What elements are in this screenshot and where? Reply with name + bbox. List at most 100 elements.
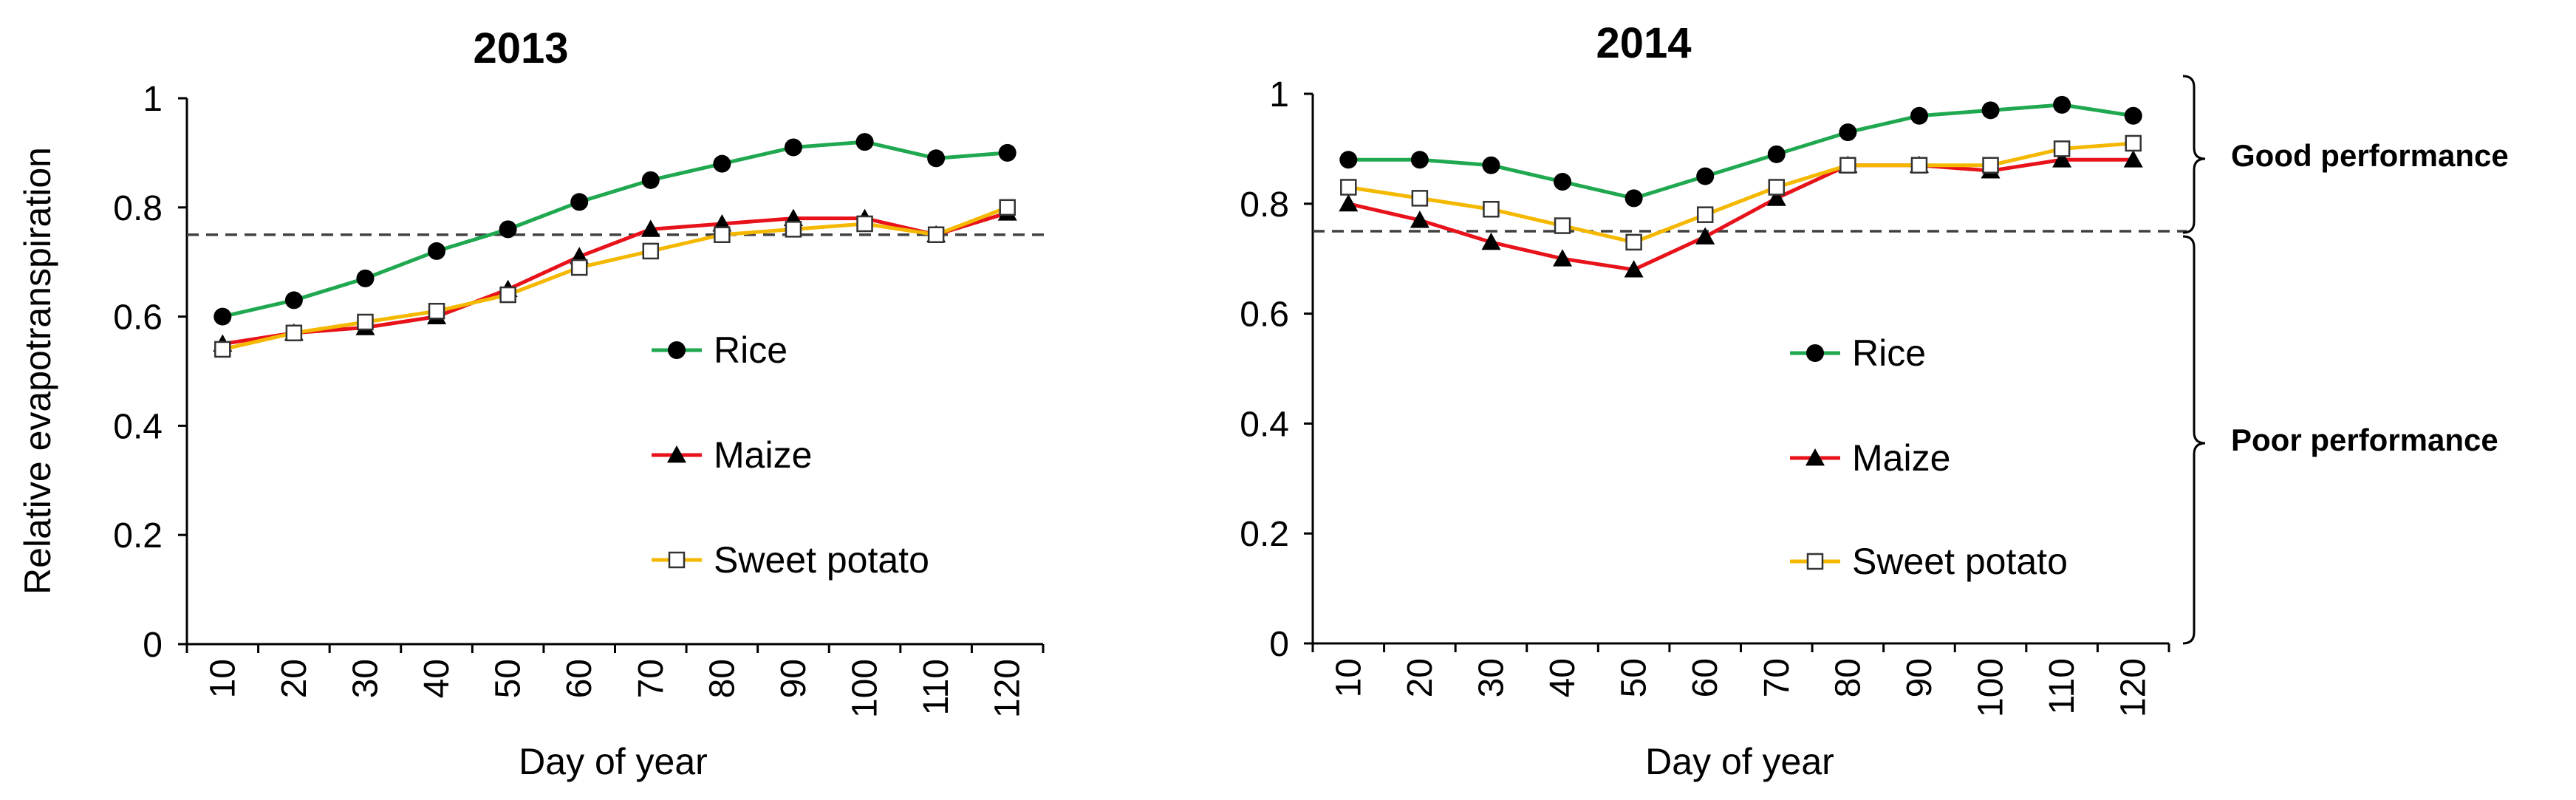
x-tick-label: 90 (774, 659, 813, 698)
chart-title-2013: 2013 (473, 24, 568, 72)
y-tick-label: 0.4 (113, 407, 163, 446)
data-point-sweet-potato (1768, 179, 1786, 196)
poor-performance-label: Poor performance (2231, 423, 2498, 457)
legend-label-maize: Maize (714, 434, 812, 476)
data-point-sweet-potato (499, 286, 516, 304)
data-point-rice (1624, 189, 1643, 208)
series-line-maize (1347, 157, 2133, 272)
data-point-sweet-potato (428, 302, 445, 320)
x-axis-label-2014: Day of year (1645, 741, 1834, 782)
legend-marker-maize-icon (667, 445, 686, 463)
data-point-rice (998, 143, 1017, 162)
data-point-sweet-potato (2053, 140, 2071, 157)
data-point-sweet-potato (642, 242, 660, 260)
data-point-sweet-potato (785, 221, 802, 238)
data-point-rice (1339, 151, 1358, 169)
data-point-sweet-potato (927, 226, 945, 243)
data-point-sweet-potato (1910, 157, 1928, 174)
x-tick-label: 10 (203, 659, 242, 698)
data-point-rice (713, 154, 731, 173)
data-point-rice (1910, 106, 1928, 125)
x-tick-label: 60 (560, 659, 599, 698)
legend-label-maize: Maize (1852, 437, 1950, 479)
legend-marker-sweet-potato-icon (1806, 553, 1824, 570)
x-tick-label: 80 (703, 659, 742, 698)
data-point-rice (284, 291, 303, 310)
data-point-maize (2052, 150, 2072, 168)
data-point-sweet-potato (1982, 157, 1999, 174)
y-tick-label: 0 (1269, 625, 1289, 664)
data-point-rice (1767, 145, 1786, 163)
data-point-rice (428, 242, 446, 260)
x-tick-label: 10 (1329, 658, 1368, 697)
data-point-rice (927, 149, 946, 168)
data-point-rice (1482, 156, 1500, 174)
data-point-rice (213, 307, 232, 326)
series-line-maize (222, 211, 1008, 346)
legend-marker-maize-icon (1805, 448, 1825, 466)
legend-2014: Rice Maize Sweet potato (1790, 332, 2068, 582)
data-point-maize (640, 219, 660, 237)
series-line-rice (222, 140, 1008, 319)
x-axis-label-2013: Day of year (519, 741, 708, 782)
chart-title-2014: 2014 (1596, 19, 1691, 67)
x-tick-label: 120 (2114, 658, 2153, 717)
legend-marker-rice-icon (668, 341, 686, 359)
data-point-sweet-potato (214, 341, 231, 358)
data-point-sweet-potato (285, 324, 303, 342)
x-tick-label: 30 (1472, 658, 1511, 697)
data-point-maize (1410, 211, 1429, 228)
data-point-maize (1766, 188, 1786, 206)
data-point-maize (1481, 232, 1501, 250)
data-point-rice (2053, 95, 2071, 114)
data-point-sweet-potato (856, 215, 873, 233)
data-point-rice (499, 220, 517, 239)
x-tick-label: 70 (632, 659, 671, 698)
x-tick-label: 110 (917, 659, 956, 716)
data-point-rice (1554, 173, 1572, 191)
data-point-rice (1839, 123, 1857, 142)
legend-label-sweet-potato: Sweet potato (714, 539, 929, 581)
data-point-maize (2123, 150, 2143, 168)
y-tick-label: 0.2 (1240, 515, 1289, 554)
data-point-rice (1696, 167, 1715, 185)
y-tick-label: 0.8 (113, 189, 163, 228)
data-point-sweet-potato (570, 259, 588, 276)
y-tick-label: 0.6 (1240, 295, 1289, 335)
data-point-sweet-potato (357, 313, 374, 331)
legend-label-rice: Rice (1852, 332, 1926, 374)
y-tick-label: 0.2 (113, 516, 163, 555)
series-line-sweet-potato (222, 205, 1008, 352)
legend-label-rice: Rice (714, 329, 788, 371)
x-tick-label: 80 (1828, 658, 1868, 697)
good-performance-brace (2182, 75, 2206, 234)
data-point-rice (855, 133, 874, 151)
x-tick-label: 100 (1972, 658, 2011, 717)
poor-performance-brace (2182, 235, 2206, 645)
data-point-sweet-potato (999, 199, 1016, 216)
x-tick-label: 70 (1757, 658, 1797, 697)
data-point-rice (570, 193, 589, 211)
y-tick-label: 1 (1269, 75, 1289, 114)
legend-2013: Rice Maize Sweet potato (652, 329, 929, 581)
x-tick-label: 20 (275, 659, 314, 698)
y-tick-label: 0.8 (1240, 185, 1289, 225)
data-point-sweet-potato (1554, 217, 1571, 234)
data-point-sweet-potato (1625, 233, 1642, 251)
x-tick-label: 20 (1401, 658, 1440, 697)
x-tick-label: 90 (1900, 658, 1939, 697)
legend-label-sweet-potato: Sweet potato (1852, 541, 2068, 582)
data-point-rice (2124, 106, 2142, 125)
x-tick-label: 30 (346, 659, 385, 698)
y-tick-label: 1 (143, 80, 163, 119)
series-line-sweet-potato (1347, 141, 2133, 245)
x-tick-label: 110 (2043, 658, 2082, 715)
x-tick-label: 40 (417, 659, 457, 698)
data-point-rice (784, 138, 802, 157)
data-point-sweet-potato (1839, 157, 1856, 174)
y-axis-label: Relative evapotranspiration (17, 147, 58, 595)
data-point-sweet-potato (1483, 200, 1500, 218)
